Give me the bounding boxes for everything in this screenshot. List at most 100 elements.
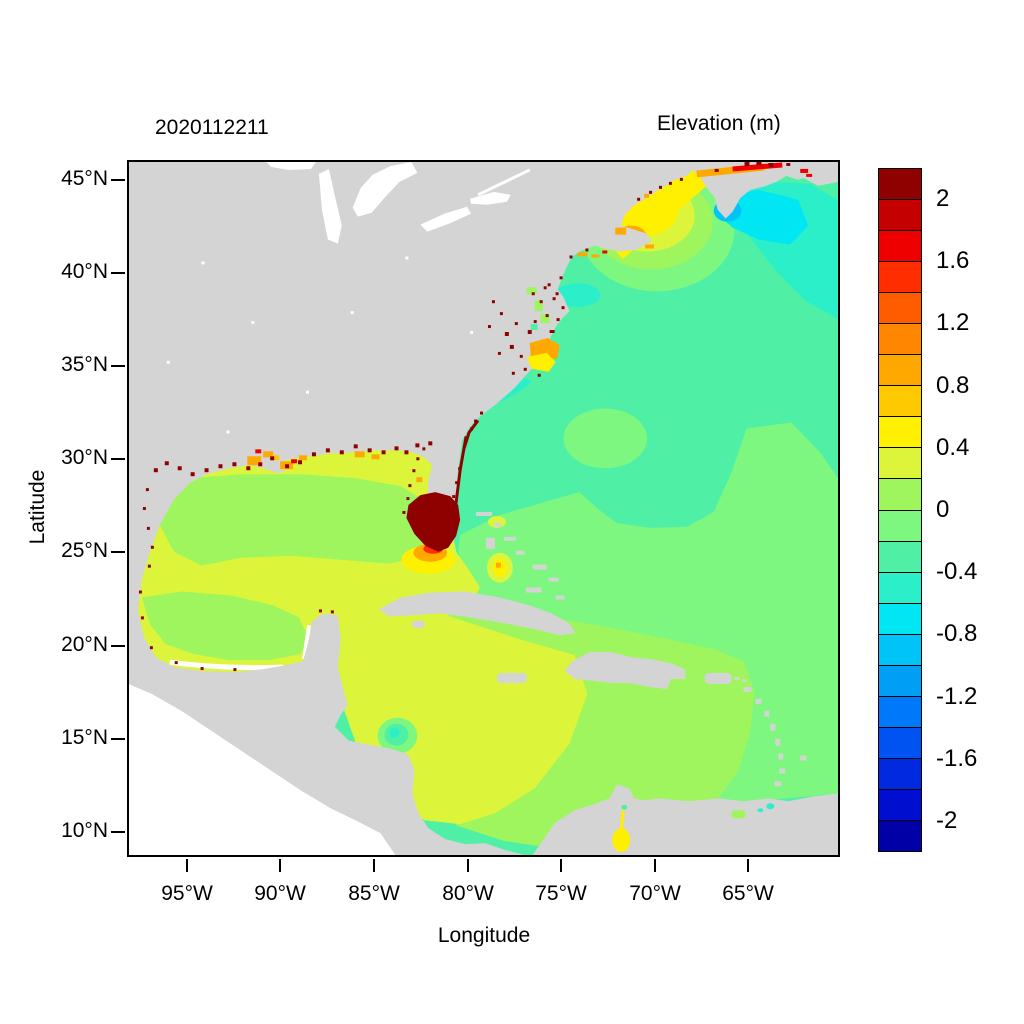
colorbar-cell-c7 [879, 354, 921, 386]
colorbar-cell-c12 [879, 509, 921, 541]
campeche-mesh-gap [169, 659, 284, 670]
colorbar-cell-c11 [879, 478, 921, 510]
gulf-interior-campeche [141, 591, 309, 661]
y-tick-label: 35°N [61, 353, 108, 376]
y-tickmark [111, 458, 125, 460]
y-tickmark [111, 645, 125, 647]
colorbar-cell-c13 [879, 540, 921, 572]
colorbar-cell-c2 [879, 199, 921, 231]
pamlico-yellow-patch [526, 352, 556, 372]
colorbar-cell-c10 [879, 447, 921, 479]
south-florida-surge [406, 492, 461, 552]
mid-atlantic-green-patch [563, 408, 648, 469]
lake-maracaibo [612, 804, 631, 853]
y-tick-label: 45°N [61, 167, 108, 190]
y-tickmark [111, 365, 125, 367]
cuba-island [378, 591, 576, 636]
colorbar-tick-label: 1.6 [936, 247, 970, 275]
bahamas-yellow-spot [492, 558, 507, 577]
colorbar-tick-label: 0.4 [936, 433, 970, 461]
colorbar-cell-c16 [879, 633, 921, 665]
flooded-coastal-cells-gulf [138, 441, 433, 672]
trinidad-island [784, 810, 801, 823]
colorbar-tick-label: -1.6 [936, 744, 978, 772]
hispaniola-island [564, 652, 686, 689]
x-tickmark [467, 859, 469, 872]
x-tickmark [186, 859, 188, 872]
colorbar-cell-c19 [879, 726, 921, 758]
bahamas-spot [487, 515, 506, 528]
colorbar-cell-c5 [879, 292, 921, 324]
colorbar-tick-label: -1.2 [936, 682, 978, 710]
y-tickmark [111, 272, 125, 274]
x-tickmark [654, 859, 656, 872]
x-tickmark [560, 859, 562, 872]
colorbar-tick-label: -0.8 [936, 620, 978, 648]
colorbar-cell-c3 [879, 230, 921, 262]
florida-east-coast-surge-line [450, 436, 468, 529]
honduras-eddy-core [389, 727, 400, 738]
colorbar-cell-c15 [879, 602, 921, 634]
colorbar-tick-label: -0.4 [936, 558, 978, 586]
y-axis-title: Latitude [26, 469, 49, 545]
x-tick-label: 75°W [535, 882, 587, 905]
colorbar-cell-c18 [879, 695, 921, 727]
colorbar-tick-label: 0.8 [936, 371, 970, 399]
y-tick-label: 10°N [61, 819, 108, 842]
trinidad-coast-spots [731, 803, 775, 819]
colorbar-cell-c14 [879, 571, 921, 603]
gulf-interior-north [159, 474, 431, 566]
colorbar-cell-c1 [879, 169, 921, 200]
x-tick-label: 80°W [442, 882, 494, 905]
y-tickmark [111, 831, 125, 833]
yucatan-mesh-gap [302, 625, 311, 660]
y-tick-label: 20°N [61, 633, 108, 656]
x-axis-title: Longitude [437, 924, 531, 947]
great-lakes [266, 162, 511, 244]
outside-mesh-pacific [129, 683, 396, 855]
north-america-landmass [129, 162, 838, 855]
colorbar-title: Elevation (m) [657, 112, 781, 135]
red-coastal-patches [255, 168, 813, 464]
colorbar-cell-c6 [879, 323, 921, 355]
plot-timestamp-title: 2020112211 [155, 116, 269, 139]
colorbar-tick-label: 0 [936, 496, 950, 523]
puerto-rico-island [704, 673, 732, 684]
x-tickmark [373, 859, 375, 872]
y-tick-label: 40°N [61, 260, 108, 283]
flooded-coastal-cells-atlantic [402, 162, 791, 514]
colorbar-cell-c20 [879, 757, 921, 789]
hatteras-offshore-cyan [554, 283, 601, 308]
lesser-antilles-islands [734, 677, 807, 787]
colorbar-cell-c9 [879, 416, 921, 448]
colorbar-tick-label: -2 [936, 806, 958, 834]
colorbar-tick-label: 1.2 [936, 309, 970, 337]
bahamas-orange-dot [495, 562, 501, 568]
colorbar-cell-c8 [879, 385, 921, 417]
colorbar-cell-c22 [879, 819, 921, 852]
isle-of-youth [411, 620, 426, 629]
colorbar-cell-c17 [879, 664, 921, 696]
bay-of-fundy-streaks [696, 162, 783, 178]
y-tick-label: 25°N [61, 539, 108, 562]
x-tick-label: 70°W [629, 882, 681, 905]
newfoundland-land [793, 162, 838, 186]
chesapeake-patches [526, 287, 550, 331]
map-plot-area [127, 160, 840, 857]
st-lawrence-river [477, 168, 531, 197]
x-tickmark [279, 859, 281, 872]
x-tick-label: 90°W [254, 882, 306, 905]
x-tickmark [747, 859, 749, 872]
x-tick-label: 85°W [348, 882, 400, 905]
x-tick-label: 95°W [161, 882, 213, 905]
y-tickmark [111, 738, 125, 740]
colorbar-cell-c21 [879, 788, 921, 820]
y-tick-label: 30°N [61, 446, 108, 469]
y-tick-label: 15°N [61, 726, 108, 749]
colorbar-tick-label: 2 [936, 185, 950, 213]
jamaica-island [496, 673, 527, 683]
elevation-map [129, 162, 838, 855]
inland-water-specks [166, 256, 474, 434]
georgia-coast-surge-line [462, 419, 480, 449]
